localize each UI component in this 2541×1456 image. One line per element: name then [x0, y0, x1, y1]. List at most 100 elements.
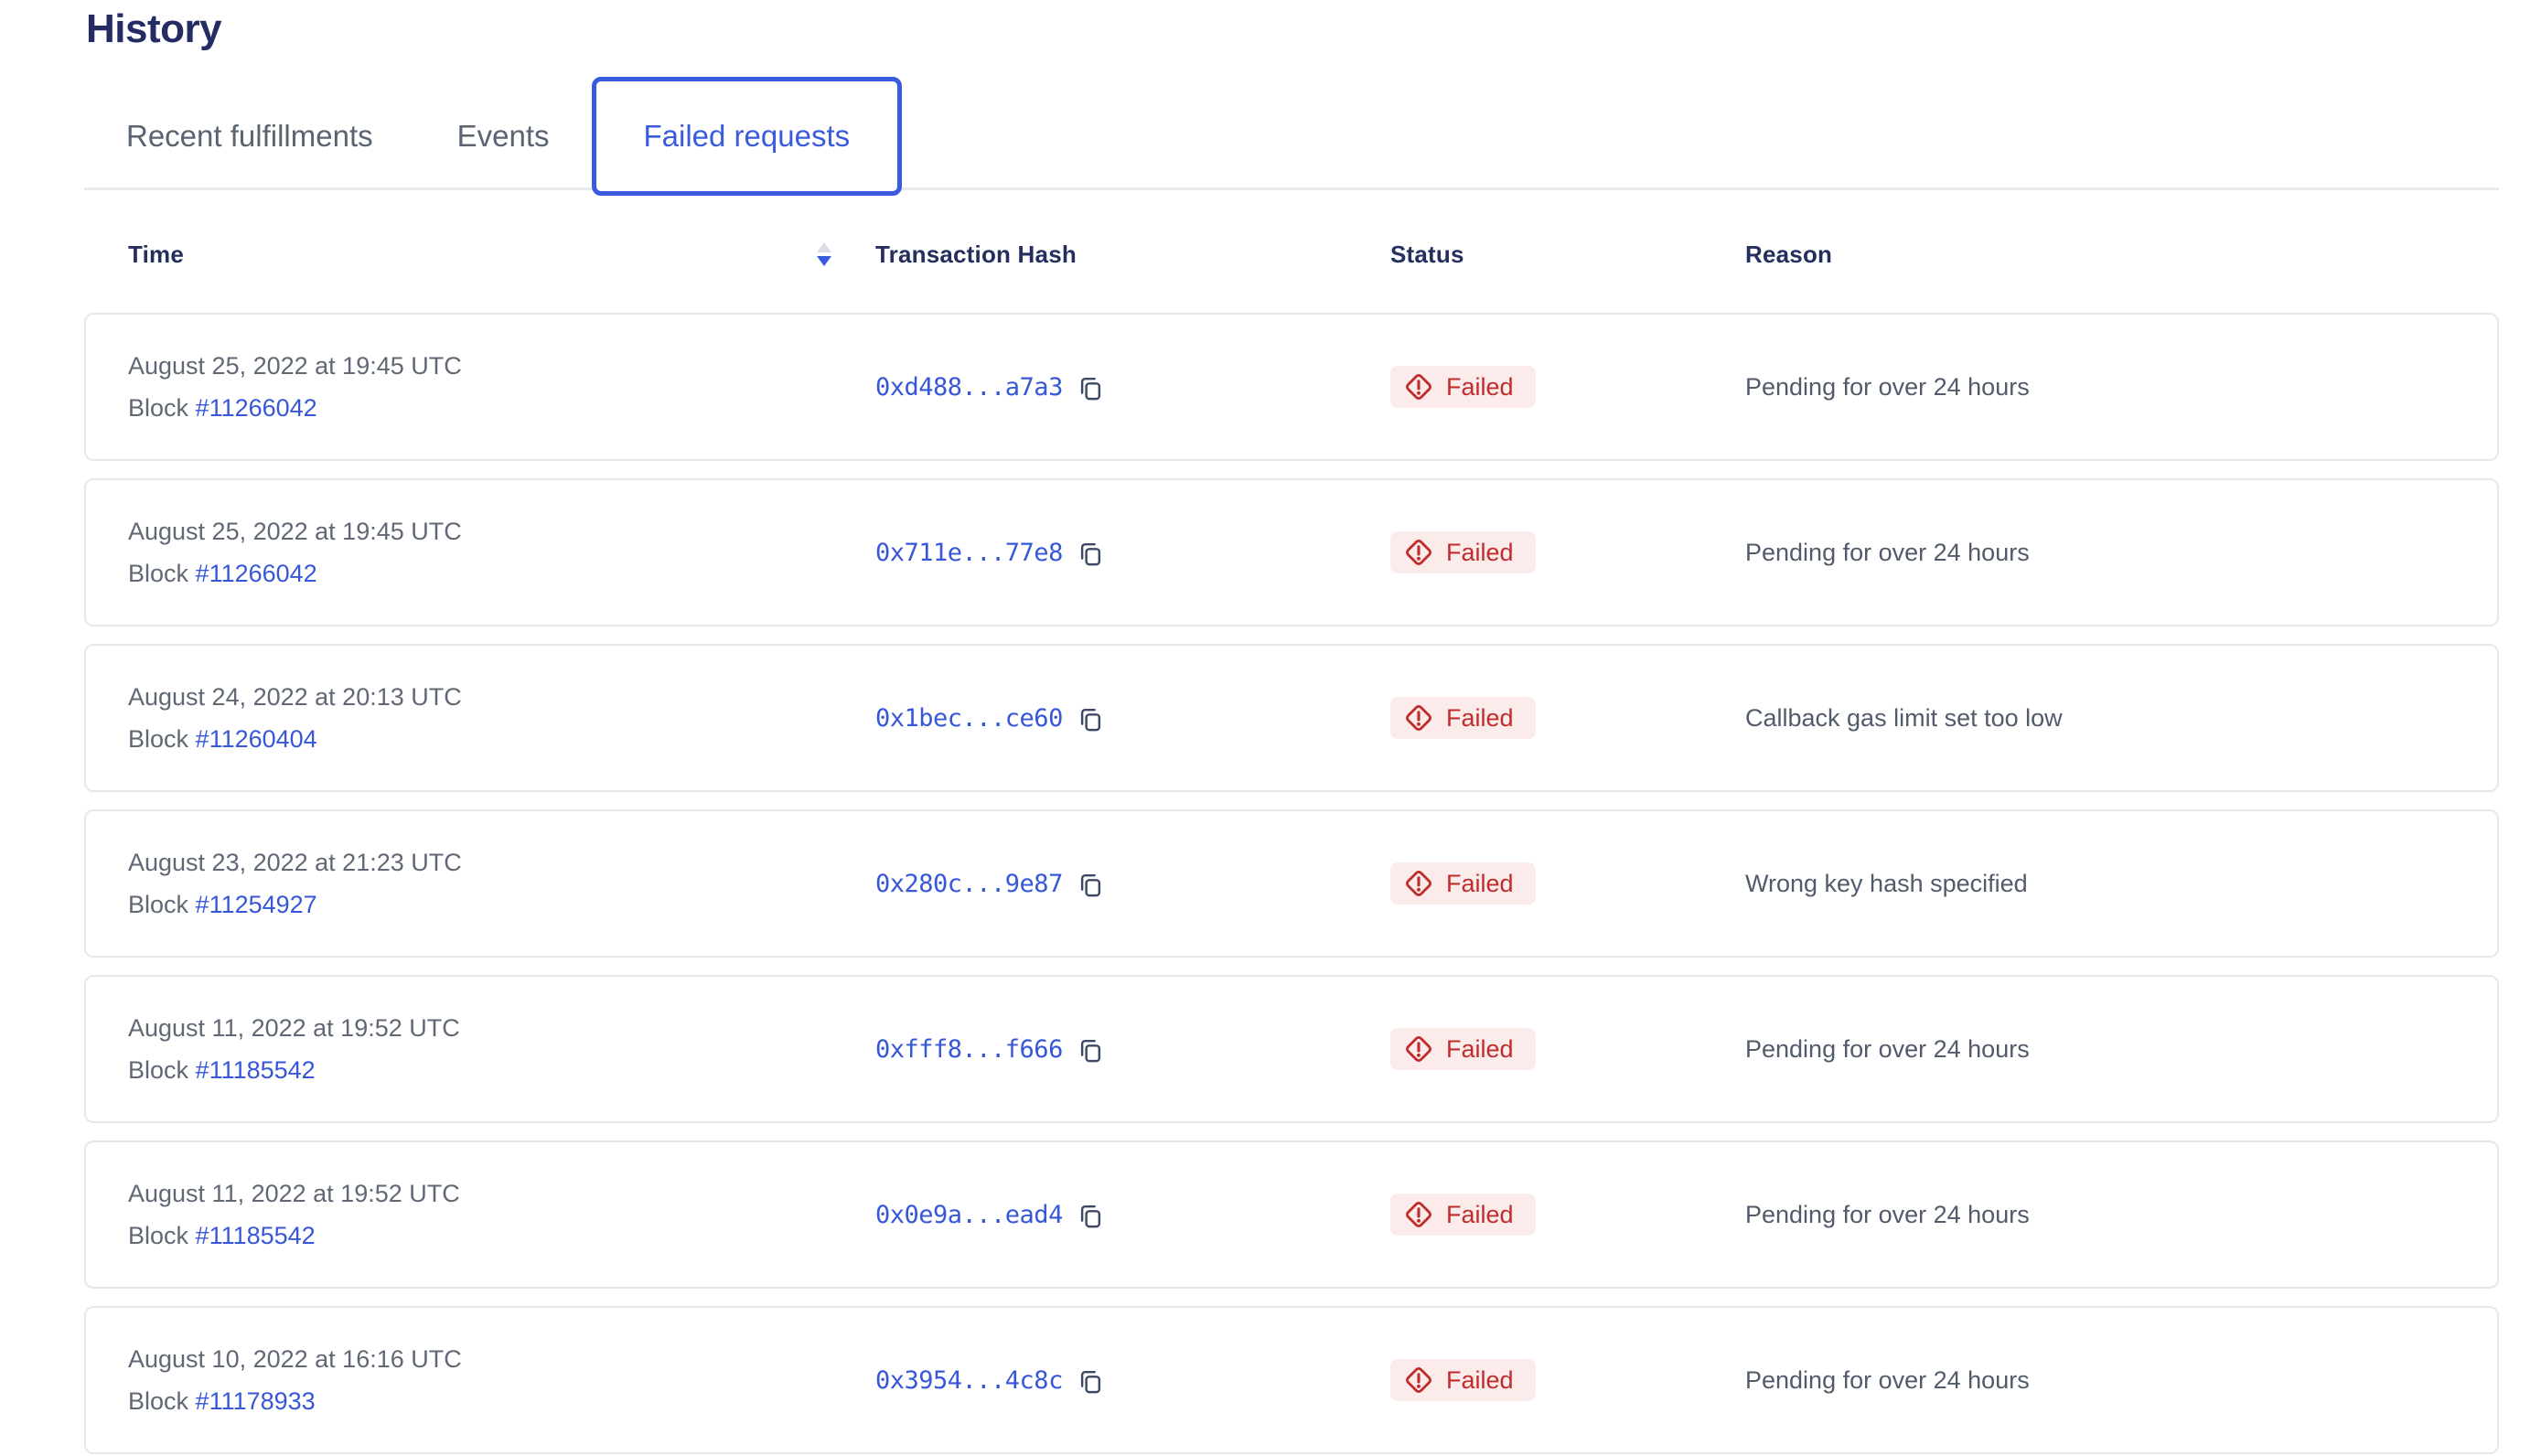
- status-badge: Failed: [1390, 1359, 1536, 1401]
- tab-bar-divider: [84, 187, 2499, 190]
- block-label: Block: [128, 725, 189, 753]
- status-badge-label: Failed: [1446, 1034, 1514, 1063]
- warning-diamond-icon: [1406, 705, 1431, 731]
- block-line: Block #11185542: [128, 1220, 875, 1251]
- copy-icon[interactable]: [1076, 540, 1104, 568]
- block-label: Block: [128, 1222, 189, 1249]
- transaction-hash-link[interactable]: 0x0e9a...ead4: [875, 1200, 1063, 1229]
- timestamp: August 23, 2022 at 21:23 UTC: [128, 849, 462, 876]
- status-badge: Failed: [1390, 531, 1536, 573]
- block-label: Block: [128, 1056, 189, 1084]
- block-line: Block #11260404: [128, 723, 875, 755]
- column-header-status: Status: [1390, 240, 1464, 268]
- column-header-reason: Reason: [1745, 240, 1833, 268]
- copy-icon[interactable]: [1076, 1367, 1104, 1396]
- block-line: Block #11254927: [128, 889, 875, 920]
- sort-caret-icon[interactable]: [817, 242, 831, 266]
- time-cell: August 23, 2022 at 21:23 UTC Block #1125…: [128, 847, 875, 920]
- status-badge-label: Failed: [1446, 869, 1514, 897]
- time-cell: August 24, 2022 at 20:13 UTC Block #1126…: [128, 681, 875, 755]
- transaction-hash-cell: 0xd488...a7a3: [875, 372, 1390, 402]
- table-row: August 25, 2022 at 19:45 UTC Block #1126…: [84, 478, 2499, 626]
- warning-diamond-icon: [1406, 871, 1431, 896]
- transaction-hash-cell: 0x711e...77e8: [875, 538, 1390, 568]
- block-number-link[interactable]: #11185542: [195, 1056, 316, 1084]
- warning-diamond-icon: [1406, 1367, 1431, 1393]
- copy-icon[interactable]: [1076, 1202, 1104, 1230]
- block-line: Block #11266042: [128, 558, 875, 589]
- transaction-hash-link[interactable]: 0x280c...9e87: [875, 869, 1063, 898]
- column-header-time[interactable]: Time: [128, 241, 875, 269]
- status-badge: Failed: [1390, 1028, 1536, 1070]
- timestamp: August 25, 2022 at 19:45 UTC: [128, 352, 462, 380]
- transaction-hash-link[interactable]: 0x3954...4c8c: [875, 1365, 1063, 1395]
- column-header-time-label: Time: [128, 240, 185, 268]
- status-cell: Failed: [1390, 862, 1745, 905]
- reason-cell: Pending for over 24 hours: [1745, 372, 2030, 401]
- tab-bar: Recent fulfillments Events Failed reques…: [84, 77, 2499, 196]
- table-row: August 24, 2022 at 20:13 UTC Block #1126…: [84, 644, 2499, 792]
- block-line: Block #11178933: [128, 1386, 875, 1417]
- tab-events[interactable]: Events: [456, 119, 550, 153]
- table-row: August 11, 2022 at 19:52 UTC Block #1118…: [84, 975, 2499, 1123]
- reason-cell: Callback gas limit set too low: [1745, 703, 2063, 732]
- status-cell: Failed: [1390, 531, 1745, 573]
- block-number-link[interactable]: #11260404: [195, 725, 317, 753]
- transaction-hash-link[interactable]: 0x1bec...ce60: [875, 703, 1063, 733]
- status-badge-label: Failed: [1446, 1365, 1514, 1394]
- timestamp: August 24, 2022 at 20:13 UTC: [128, 683, 462, 711]
- warning-diamond-icon: [1406, 540, 1431, 565]
- block-label: Block: [128, 1387, 189, 1415]
- status-badge-label: Failed: [1446, 1200, 1514, 1228]
- status-badge: Failed: [1390, 1194, 1536, 1236]
- copy-icon[interactable]: [1076, 374, 1104, 402]
- page-title: History: [86, 6, 222, 51]
- reason-cell: Pending for over 24 hours: [1745, 1365, 2030, 1394]
- status-badge-label: Failed: [1446, 372, 1514, 401]
- status-cell: Failed: [1390, 366, 1745, 408]
- time-cell: August 11, 2022 at 19:52 UTC Block #1118…: [128, 1178, 875, 1251]
- transaction-hash-link[interactable]: 0x711e...77e8: [875, 538, 1063, 567]
- block-number-link[interactable]: #11185542: [195, 1222, 316, 1249]
- tab-recent-fulfillments[interactable]: Recent fulfillments: [126, 119, 373, 153]
- block-number-link[interactable]: #11254927: [195, 891, 317, 918]
- failed-requests-table: Time Transaction Hash Status Reason Augu…: [84, 196, 2499, 1454]
- status-badge: Failed: [1390, 366, 1536, 408]
- reason-cell: Wrong key hash specified: [1745, 869, 2028, 897]
- column-header-transaction-hash: Transaction Hash: [875, 240, 1077, 268]
- transaction-hash-link[interactable]: 0xfff8...f666: [875, 1034, 1063, 1064]
- copy-icon[interactable]: [1076, 705, 1104, 733]
- block-number-link[interactable]: #11178933: [195, 1387, 316, 1415]
- block-label: Block: [128, 891, 189, 918]
- reason-cell: Pending for over 24 hours: [1745, 1200, 2030, 1228]
- block-number-link[interactable]: #11266042: [195, 560, 317, 587]
- table-row: August 10, 2022 at 16:16 UTC Block #1117…: [84, 1306, 2499, 1454]
- status-badge-label: Failed: [1446, 703, 1514, 732]
- table-row: August 25, 2022 at 19:45 UTC Block #1126…: [84, 313, 2499, 461]
- warning-diamond-icon: [1406, 1202, 1431, 1227]
- status-badge: Failed: [1390, 862, 1536, 905]
- transaction-hash-cell: 0x1bec...ce60: [875, 703, 1390, 733]
- copy-icon[interactable]: [1076, 871, 1104, 899]
- status-badge-label: Failed: [1446, 538, 1514, 566]
- reason-cell: Pending for over 24 hours: [1745, 538, 2030, 566]
- status-badge: Failed: [1390, 697, 1536, 739]
- warning-diamond-icon: [1406, 1036, 1431, 1062]
- transaction-hash-link[interactable]: 0xd488...a7a3: [875, 372, 1063, 401]
- transaction-hash-cell: 0x0e9a...ead4: [875, 1200, 1390, 1230]
- timestamp: August 11, 2022 at 19:52 UTC: [128, 1180, 460, 1207]
- block-label: Block: [128, 394, 189, 422]
- history-page: History Recent fulfillments Events Faile…: [0, 5, 2541, 1454]
- block-number-link[interactable]: #11266042: [195, 394, 317, 422]
- time-cell: August 11, 2022 at 19:52 UTC Block #1118…: [128, 1012, 875, 1086]
- tab-failed-requests[interactable]: Failed requests: [591, 77, 903, 196]
- transaction-hash-cell: 0x3954...4c8c: [875, 1365, 1390, 1396]
- block-label: Block: [128, 560, 189, 587]
- warning-diamond-icon: [1406, 374, 1431, 400]
- copy-icon[interactable]: [1076, 1036, 1104, 1065]
- sort-caret-down-icon: [817, 256, 831, 266]
- transaction-hash-cell: 0xfff8...f666: [875, 1034, 1390, 1065]
- block-line: Block #11185542: [128, 1055, 875, 1086]
- reason-cell: Pending for over 24 hours: [1745, 1034, 2030, 1063]
- time-cell: August 25, 2022 at 19:45 UTC Block #1126…: [128, 516, 875, 589]
